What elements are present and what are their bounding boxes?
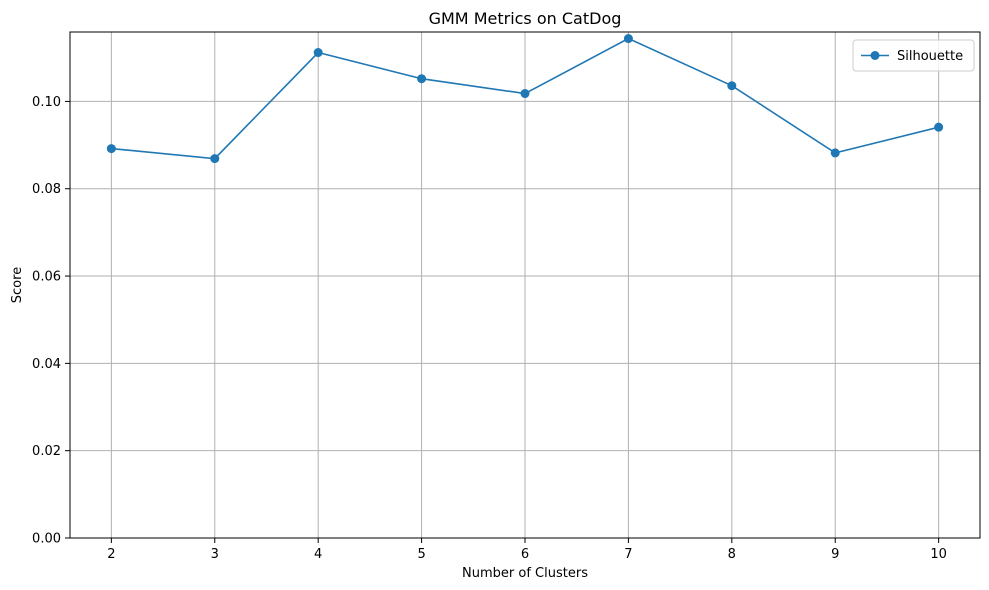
- y-tick-label: 0.06: [32, 270, 61, 285]
- y-tick-label: 0.02: [32, 444, 61, 459]
- y-tick-label: 0.10: [32, 95, 61, 110]
- chart-title: GMM Metrics on CatDog: [429, 9, 622, 28]
- data-point: [727, 81, 737, 91]
- x-tick-label: 3: [211, 547, 219, 562]
- data-point: [313, 48, 323, 58]
- y-tick-label: 0.08: [32, 182, 61, 197]
- y-tick-label: 0.04: [32, 357, 61, 372]
- legend-box: [852, 39, 975, 72]
- data-point: [210, 154, 220, 164]
- x-tick-label: 7: [624, 547, 632, 562]
- x-tick-label: 10: [930, 547, 947, 562]
- data-point: [106, 144, 116, 154]
- data-point: [520, 89, 530, 99]
- x-axis-ticks: 2 3 4 5 6 7 8 9 10: [107, 538, 947, 562]
- x-tick-label: 5: [417, 547, 425, 562]
- data-point: [830, 148, 840, 158]
- data-point: [417, 74, 427, 84]
- x-axis-label: Number of Clusters: [462, 566, 588, 581]
- x-tick-label: 2: [107, 547, 115, 562]
- y-tick-label: 0.00: [32, 532, 61, 547]
- series-layer: [106, 34, 944, 164]
- y-axis-ticks: 0.00 0.02 0.04 0.06 0.08 0.10: [32, 95, 70, 547]
- x-tick-label: 4: [314, 547, 322, 562]
- x-tick-label: 8: [728, 547, 736, 562]
- legend-label: Silhouette: [897, 49, 963, 64]
- y-axis-label: Score: [10, 267, 25, 303]
- x-tick-label: 6: [521, 547, 529, 562]
- legend: Silhouette: [852, 39, 975, 72]
- legend-marker: [870, 51, 880, 60]
- plot-frame: [69, 31, 981, 539]
- data-point: [934, 122, 944, 132]
- x-tick-label: 9: [831, 547, 839, 562]
- data-point: [623, 34, 633, 44]
